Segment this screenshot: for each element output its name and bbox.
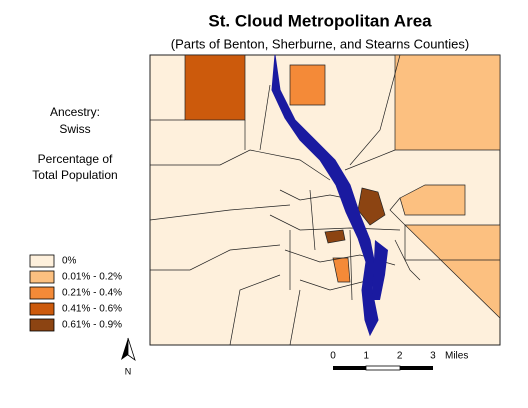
- river: [372, 240, 388, 300]
- side-label: Ancestry:: [50, 105, 100, 119]
- legend-label: 0.41% - 0.6%: [62, 304, 122, 315]
- north-label: N: [125, 366, 132, 376]
- subtitle: (Parts of Benton, Sherburne, and Stearns…: [171, 36, 469, 51]
- side-label: Swiss: [59, 122, 90, 136]
- scale-label: 2: [397, 351, 403, 362]
- scale-label: 0: [330, 351, 336, 362]
- legend-swatch: [29, 302, 55, 316]
- legend-label: 0.21% - 0.4%: [62, 288, 122, 299]
- north-arrow: N: [121, 337, 136, 376]
- tract: [399, 184, 466, 216]
- legend-swatch: [29, 254, 55, 268]
- legend: 0% 0.01% - 0.2% 0.21% - 0.4% 0.41% - 0.6% 0.…: [29, 254, 122, 332]
- tract-boundaries: [149, 54, 500, 346]
- scale-label: 3: [430, 351, 436, 362]
- legend-swatch: [29, 318, 55, 332]
- scale-label: 1: [364, 351, 370, 362]
- side-label: Total Population: [32, 168, 117, 182]
- scale-bar: 0 1 2 3 Miles: [330, 351, 468, 371]
- map: [149, 54, 501, 346]
- river: [271, 54, 379, 337]
- title: St. Cloud Metropolitan Area: [208, 11, 432, 30]
- side-label: Percentage of: [38, 152, 113, 166]
- legend-swatch: [29, 270, 55, 284]
- scale-unit: Miles: [445, 351, 468, 362]
- tract: [357, 187, 386, 226]
- legend-label: 0.01% - 0.2%: [62, 272, 122, 283]
- legend-label: 0%: [62, 256, 77, 267]
- tract: [404, 224, 501, 319]
- tract: [394, 54, 501, 151]
- legend-label: 0.61% - 0.9%: [62, 320, 122, 331]
- tract: [184, 54, 246, 121]
- legend-swatch: [29, 286, 55, 300]
- tract: [324, 229, 346, 244]
- tract: [289, 64, 326, 106]
